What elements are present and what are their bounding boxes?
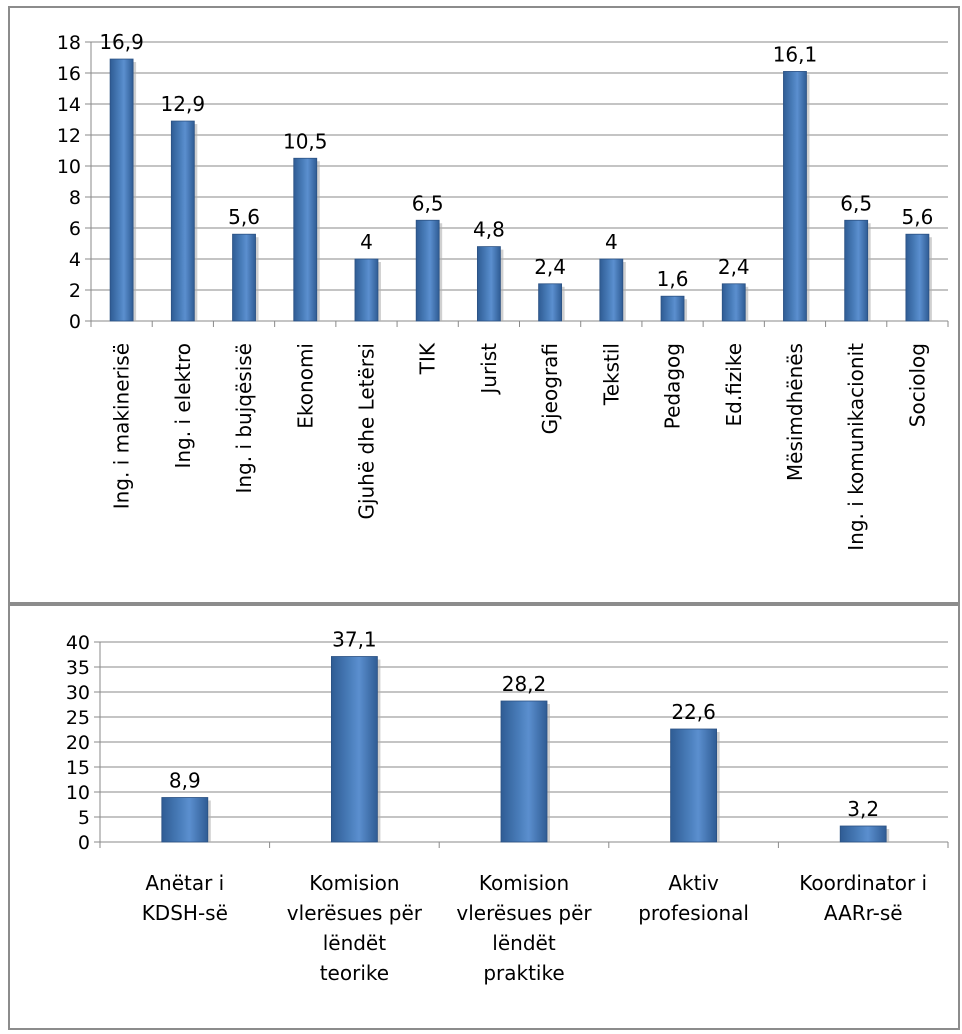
bar xyxy=(330,656,378,843)
bar-chart-2: 0 5 10 15 20 25 30 35 40 8,9 Anëtar i KDSH-së 37,1 Ko… xyxy=(66,628,949,985)
x-category-label: Jurist xyxy=(477,343,501,396)
y-tick-label: 30 xyxy=(66,682,90,704)
bar xyxy=(476,246,501,322)
y-tick-label: 6 xyxy=(69,218,81,240)
y-tick-label: 4 xyxy=(69,249,81,271)
bar xyxy=(415,219,440,322)
data-label: 6,5 xyxy=(840,191,872,215)
x-category-label: Ing. i bujqësisë xyxy=(232,343,256,494)
bar xyxy=(170,120,195,322)
y-tick-label: 20 xyxy=(66,732,90,754)
y-tick-label: 5 xyxy=(78,807,90,829)
x-category-label: TIK xyxy=(416,342,440,375)
x-category-label: Gjeografi xyxy=(538,343,562,434)
bar xyxy=(500,700,548,843)
x-category-label-line: vlerësues për xyxy=(456,901,592,925)
chart-panel-2: 0 5 10 15 20 25 30 35 40 8,9 Anëtar i KDSH-së 37,1 Ko… xyxy=(8,604,960,1030)
bar xyxy=(721,283,746,322)
bar xyxy=(232,233,256,322)
y-tick-label: 18 xyxy=(57,32,81,54)
bar-chart-1: 0 2 4 6 8 10 12 14 16 18 16,9 Ing. i makinerisë 12,9… xyxy=(57,30,949,551)
x-category-label: Ing. i komunikacionit xyxy=(844,343,868,551)
data-label: 4 xyxy=(360,230,373,254)
x-category-label: Mësimdhënës xyxy=(783,343,807,481)
y-tick-label: 2 xyxy=(69,280,81,302)
x-category-label: Ing. i makinerisë xyxy=(110,343,134,509)
x-category-label-line: Koordinator i xyxy=(799,871,927,895)
y-tick-label: 0 xyxy=(69,311,81,333)
x-category-label-line: Komision xyxy=(479,871,569,895)
data-label: 16,9 xyxy=(99,30,144,54)
y-tick-label: 8 xyxy=(69,187,81,209)
data-label: 16,1 xyxy=(773,42,818,66)
bar xyxy=(839,825,887,843)
bar xyxy=(354,258,379,322)
bar xyxy=(161,797,209,843)
y-tick-label: 0 xyxy=(78,832,90,854)
x-category-label-line: Komision xyxy=(309,871,399,895)
x-category-label: Ekonomi xyxy=(293,343,317,429)
x-category-label: Sociolog xyxy=(905,343,929,427)
data-label: 10,5 xyxy=(283,129,328,153)
bar xyxy=(293,157,318,322)
data-label: 8,9 xyxy=(169,769,201,793)
bar xyxy=(109,58,134,322)
x-category-label-line: AARr-së xyxy=(824,901,903,925)
y-tick-label: 10 xyxy=(57,156,81,178)
y-tick-label: 25 xyxy=(66,707,90,729)
data-label: 6,5 xyxy=(412,191,444,215)
y-tick-label: 10 xyxy=(66,782,90,804)
data-label: 37,1 xyxy=(332,628,377,652)
chart-panel-1: 0 2 4 6 8 10 12 14 16 18 16,9 Ing. i makinerisë 12,9… xyxy=(8,6,960,604)
x-category-label-line: praktike xyxy=(483,961,564,985)
data-label: 2,4 xyxy=(534,255,566,279)
data-label: 12,9 xyxy=(161,92,206,116)
x-category-label-line: lëndët xyxy=(492,931,556,955)
bar xyxy=(670,728,717,843)
x-category-label-line: lëndët xyxy=(323,931,387,955)
bar xyxy=(905,233,930,322)
y-tick-label: 12 xyxy=(57,125,81,147)
data-label: 5,6 xyxy=(228,205,260,229)
bar xyxy=(599,258,624,322)
y-tick-label: 16 xyxy=(57,63,81,85)
data-label: 22,6 xyxy=(671,700,716,724)
x-category-label-line: Anëtar i xyxy=(145,871,224,895)
x-category-label: Ed.fizike xyxy=(722,343,746,427)
data-label: 3,2 xyxy=(847,797,879,821)
y-tick-label: 40 xyxy=(66,632,90,654)
bar xyxy=(660,295,685,322)
x-category-label: Tekstil xyxy=(599,343,623,406)
x-category-label-line: vlerësues për xyxy=(287,901,423,925)
x-category-label-line: KDSH-së xyxy=(142,901,228,925)
data-label: 28,2 xyxy=(502,672,547,696)
x-category-label-line: profesional xyxy=(638,901,749,925)
data-label: 1,6 xyxy=(657,267,689,291)
bar xyxy=(844,219,869,322)
x-category-label-line: Aktiv xyxy=(668,871,719,895)
y-tick-label: 35 xyxy=(66,657,90,679)
x-category-label-line: teorike xyxy=(320,961,389,985)
bar xyxy=(538,283,563,322)
y-tick-label: 15 xyxy=(66,757,90,779)
data-label: 4,8 xyxy=(473,218,505,242)
y-tick-label: 14 xyxy=(57,94,81,116)
data-label: 5,6 xyxy=(901,205,933,229)
x-category-label: Pedagog xyxy=(661,343,685,429)
x-category-label: Ing. i elektro xyxy=(171,343,195,469)
data-label: 2,4 xyxy=(718,255,750,279)
data-label: 4 xyxy=(605,230,618,254)
x-category-label: Gjuhë dhe Letërsi xyxy=(354,343,378,520)
bar xyxy=(783,71,807,322)
